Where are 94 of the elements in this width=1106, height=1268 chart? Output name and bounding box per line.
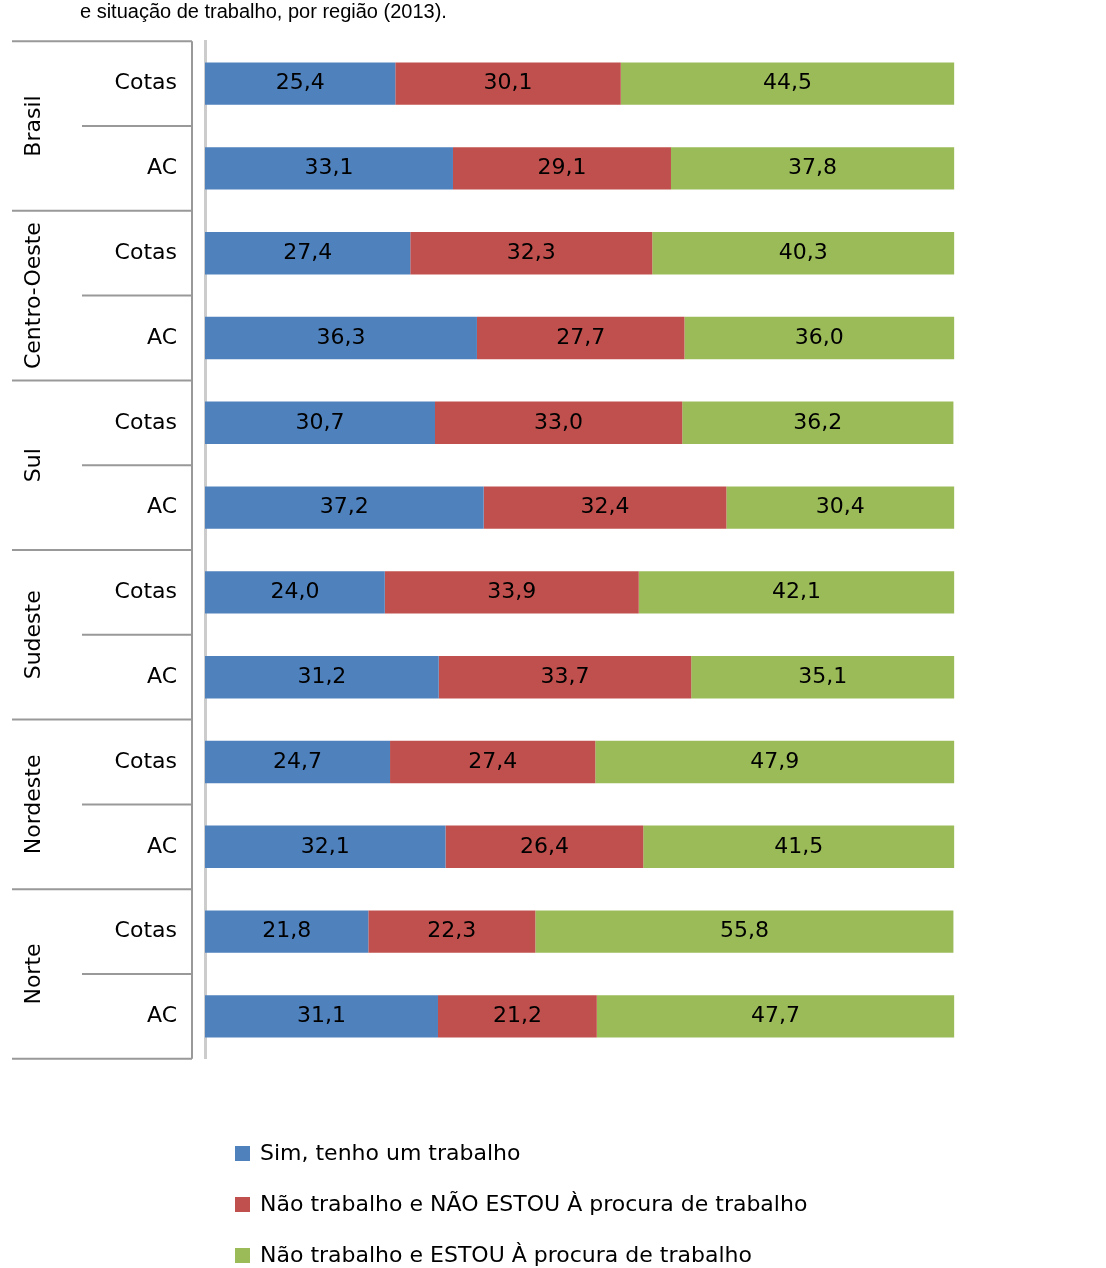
data-label: 27,7 [556, 323, 606, 349]
bar [384, 571, 639, 614]
data-label: 33,7 [540, 662, 590, 688]
bar [205, 910, 369, 953]
bar [670, 147, 955, 190]
text: Sudeste [19, 590, 45, 680]
y-tick-label: Cotas [114, 578, 177, 604]
text: Norte [19, 943, 45, 1005]
bar [205, 740, 391, 784]
text: Centro-Oeste [19, 222, 45, 370]
data-label: 36,3 [316, 323, 366, 349]
data-label: 47,7 [751, 1002, 800, 1028]
data-label: 32,4 [580, 493, 630, 519]
bar [595, 740, 955, 784]
bar [205, 232, 411, 275]
data-label: 25,4 [275, 69, 325, 95]
y-tick-label: AC [146, 493, 177, 519]
data-label: 31,2 [297, 662, 347, 688]
data-label: 40,3 [778, 238, 828, 264]
bar [205, 316, 477, 360]
bar [684, 316, 955, 360]
bar [205, 656, 439, 699]
data-label: 21,8 [262, 917, 312, 943]
data-label: 30,1 [483, 69, 533, 95]
data-label: 27,4 [283, 238, 333, 264]
bar [437, 995, 597, 1038]
bar [682, 401, 954, 444]
data-label: 31,1 [297, 1002, 346, 1028]
y-tick-label: AC [146, 323, 177, 349]
data-label: 42,1 [771, 578, 821, 604]
bar [445, 825, 644, 868]
bar [205, 825, 446, 868]
y-tick-label: Cotas [114, 917, 177, 943]
bar [638, 571, 955, 614]
bar [652, 232, 955, 275]
data-label: 33,9 [487, 578, 537, 604]
legend-label: Sim, tenho um trabalho [260, 1140, 521, 1165]
bar [205, 62, 396, 105]
bar [483, 486, 727, 529]
bar [205, 995, 438, 1038]
bar [205, 147, 453, 190]
text: Nordeste [19, 754, 45, 855]
data-label: 32,1 [300, 832, 350, 858]
data-label: 33,0 [534, 408, 584, 434]
bar [596, 995, 955, 1038]
data-label: 37,2 [319, 493, 369, 519]
legend-label: Não trabalho e NÃO ESTOU À procura de trabalho [260, 1191, 808, 1216]
bar [205, 571, 385, 614]
bar [434, 401, 683, 444]
bar [452, 147, 671, 190]
data-label: 22,3 [427, 917, 477, 943]
bar [620, 62, 955, 105]
data-label: 26,4 [519, 832, 569, 858]
data-label: 32,3 [506, 238, 556, 264]
y-tick-label: AC [146, 154, 177, 180]
data-label: 30,7 [295, 408, 345, 434]
bar [535, 910, 954, 953]
data-label: 30,4 [815, 493, 865, 519]
bar [726, 486, 955, 529]
legend-label: Não trabalho e ESTOU À procura de trabalho [260, 1242, 752, 1267]
y-tick-label: Cotas [114, 747, 177, 773]
data-label: 29,1 [537, 154, 587, 180]
bar [368, 910, 536, 953]
bar [395, 62, 621, 105]
bar [438, 656, 692, 699]
data-label: 36,0 [794, 323, 844, 349]
data-label: 27,4 [468, 747, 518, 773]
bar [205, 486, 484, 529]
text: Brasil [19, 95, 45, 157]
bar [410, 232, 653, 275]
bar [390, 740, 596, 784]
data-label: 24,7 [273, 747, 323, 773]
data-label: 37,8 [788, 154, 838, 180]
chart-title: e situação de trabalho, por região (2013). [80, 0, 447, 23]
text: Sul [19, 448, 45, 483]
bar [643, 825, 955, 868]
y-tick-label: Cotas [114, 69, 177, 95]
data-label: 24,0 [270, 578, 320, 604]
y-tick-label: AC [146, 832, 177, 858]
data-label: 35,1 [798, 662, 848, 688]
data-label: 41,5 [774, 832, 824, 858]
data-label: 44,5 [762, 69, 812, 95]
y-tick-label: AC [146, 662, 177, 688]
data-label: 33,1 [304, 154, 354, 180]
data-label: 36,2 [793, 408, 843, 434]
data-label: 21,2 [492, 1002, 542, 1028]
bar [205, 401, 435, 444]
bar [691, 656, 955, 699]
data-label: 47,9 [750, 747, 800, 773]
data-label: 55,8 [719, 917, 769, 943]
y-tick-label: Cotas [114, 238, 177, 264]
y-tick-label: Cotas [114, 408, 177, 434]
y-tick-label: AC [146, 1002, 177, 1028]
bar [476, 316, 685, 360]
